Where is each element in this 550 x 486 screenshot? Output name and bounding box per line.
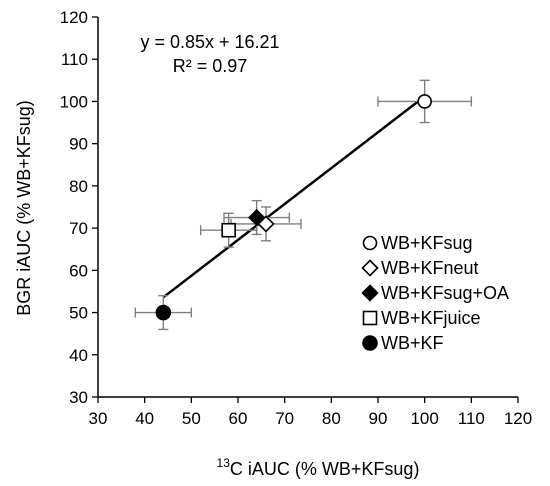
x-ticks: 30 40 50 60 70 80 90 100 110 120 <box>89 397 532 428</box>
trendline-equation: y = 0.85x + 16.21 <box>140 32 279 52</box>
data-point-wb-kfsug <box>417 94 432 109</box>
legend-marker <box>362 235 378 251</box>
y-tick-label: 120 <box>60 8 88 27</box>
legend-marker <box>362 310 378 326</box>
y-ticks: 30 40 50 60 70 80 90 100 110 120 <box>60 8 98 407</box>
x-tick-label: 110 <box>458 409 485 428</box>
y-tick-label: 30 <box>69 388 88 407</box>
y-tick-label: 40 <box>69 346 88 365</box>
data-point-wb-kf <box>155 304 172 321</box>
legend-label: WB+KFsug+OA <box>381 283 509 303</box>
y-axis-title: BGR iAUC (% WB+KFsug) <box>14 100 34 316</box>
x-tick-label: 90 <box>369 409 388 428</box>
legend-marker <box>362 335 378 351</box>
y-tick-label: 90 <box>69 135 88 154</box>
data-point-wb-kfsug-oa <box>248 208 266 227</box>
y-tick-label: 110 <box>61 50 88 69</box>
x-axis-title-superscript: 13 <box>217 456 231 470</box>
x-tick-label: 50 <box>182 409 201 428</box>
legend: WB+KFsug WB+KFneut WB+KFsug+OA WB+KFjuice WB… <box>361 233 509 353</box>
x-tick-label: 60 <box>229 409 248 428</box>
x-tick-label: 30 <box>89 409 108 428</box>
y-tick-label: 70 <box>69 219 88 238</box>
x-tick-label: 70 <box>275 409 294 428</box>
trendline-line <box>162 95 426 299</box>
legend-label: WB+KFneut <box>381 258 479 278</box>
y-tick-label: 100 <box>60 92 88 111</box>
legend-label: WB+KFjuice <box>381 308 481 328</box>
data-point-wb-kfjuice <box>221 222 236 238</box>
y-tick-label: 80 <box>69 177 88 196</box>
x-tick-label: 100 <box>410 409 438 428</box>
x-axis-title-text: C iAUC (% WB+KFsug) <box>230 459 420 479</box>
legend-marker <box>361 259 379 277</box>
legend-label: WB+KFsug <box>381 233 473 253</box>
legend-label: WB+KF <box>381 333 444 353</box>
x-tick-label: 80 <box>322 409 341 428</box>
x-tick-label: 120 <box>504 409 532 428</box>
x-axis-title: 13C iAUC (% WB+KFsug) <box>217 456 420 479</box>
data-points <box>155 94 432 321</box>
trendline-r-squared: R² = 0.97 <box>173 56 248 76</box>
legend-marker <box>361 284 379 302</box>
trendline <box>162 95 426 299</box>
y-tick-label: 50 <box>69 304 88 323</box>
axes <box>97 17 518 398</box>
y-tick-label: 60 <box>69 261 88 280</box>
x-tick-label: 40 <box>135 409 154 428</box>
